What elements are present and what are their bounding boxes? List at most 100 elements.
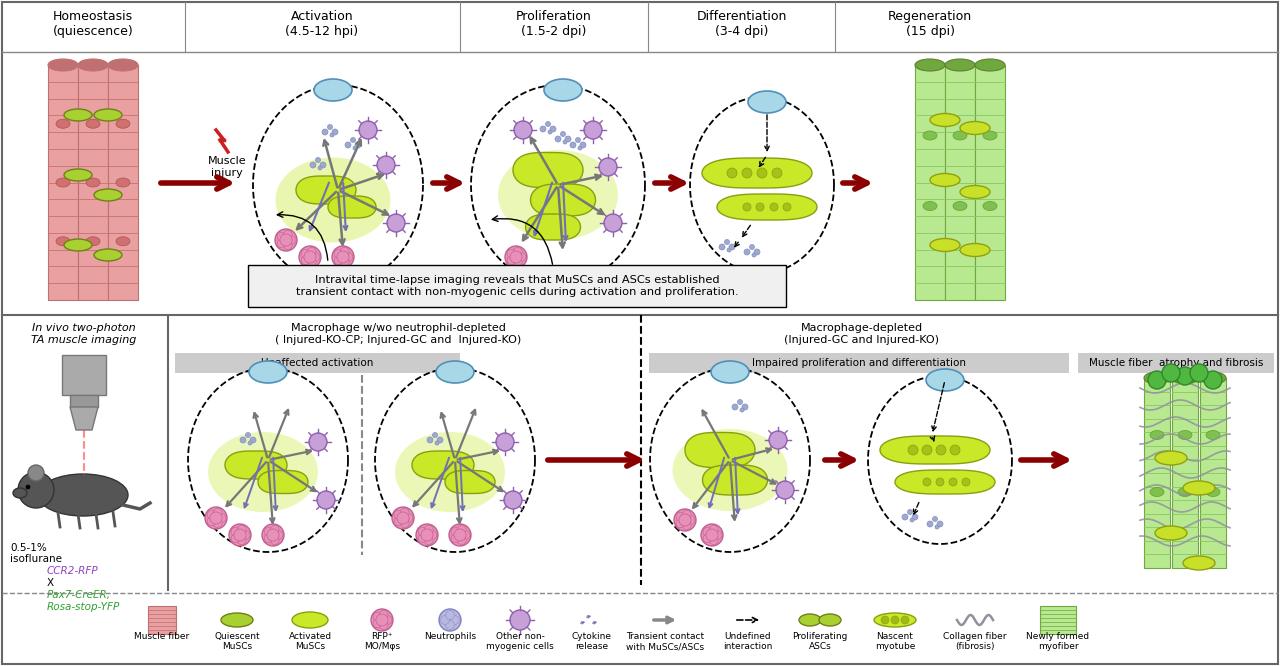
Text: Nascent
myotube: Nascent myotube [874, 632, 915, 651]
Circle shape [709, 536, 718, 545]
Bar [915, 65, 945, 300]
Ellipse shape [207, 432, 317, 512]
Bar [1144, 378, 1170, 568]
Text: Muscle fiber  atrophy and fibrosis: Muscle fiber atrophy and fibrosis [1089, 358, 1263, 368]
Circle shape [308, 433, 326, 451]
Circle shape [950, 445, 960, 455]
Ellipse shape [221, 613, 253, 627]
Circle shape [783, 203, 791, 211]
Ellipse shape [945, 59, 975, 71]
Polygon shape [225, 451, 287, 479]
Circle shape [401, 508, 410, 517]
Text: Differentiation
(3-4 dpi): Differentiation (3-4 dpi) [696, 10, 787, 38]
Ellipse shape [78, 59, 108, 71]
Circle shape [457, 536, 466, 545]
Polygon shape [513, 153, 582, 188]
Circle shape [218, 513, 225, 522]
Circle shape [346, 142, 351, 148]
Circle shape [730, 244, 735, 250]
Circle shape [771, 203, 778, 211]
Ellipse shape [983, 131, 997, 140]
Circle shape [307, 247, 316, 256]
Ellipse shape [64, 169, 92, 181]
Circle shape [732, 404, 739, 410]
Circle shape [428, 437, 433, 443]
Circle shape [584, 121, 602, 139]
Text: X: X [47, 578, 54, 588]
Polygon shape [296, 176, 356, 204]
Circle shape [334, 249, 343, 258]
Circle shape [564, 136, 571, 142]
Ellipse shape [116, 119, 131, 129]
Circle shape [451, 534, 460, 543]
Circle shape [317, 491, 335, 509]
Ellipse shape [64, 109, 92, 121]
Circle shape [604, 214, 622, 232]
Circle shape [301, 249, 310, 258]
Circle shape [724, 240, 730, 244]
Polygon shape [328, 196, 376, 218]
Polygon shape [526, 214, 581, 240]
Ellipse shape [108, 59, 138, 71]
Circle shape [300, 246, 321, 268]
Circle shape [241, 437, 246, 443]
Ellipse shape [954, 131, 966, 140]
Circle shape [451, 615, 460, 625]
Circle shape [936, 445, 946, 455]
Ellipse shape [960, 186, 989, 198]
Circle shape [332, 246, 355, 268]
Ellipse shape [819, 614, 841, 626]
Text: Activated
MuSCs: Activated MuSCs [288, 632, 332, 651]
Bar [108, 65, 138, 300]
Circle shape [727, 168, 737, 178]
Circle shape [262, 524, 284, 546]
Circle shape [419, 527, 428, 536]
Circle shape [709, 525, 718, 534]
Circle shape [355, 142, 361, 148]
Circle shape [676, 512, 685, 521]
Circle shape [237, 525, 246, 534]
Circle shape [703, 534, 712, 543]
Circle shape [923, 478, 931, 486]
Circle shape [439, 609, 461, 631]
Polygon shape [881, 436, 989, 464]
Ellipse shape [960, 244, 989, 256]
Circle shape [513, 258, 522, 266]
Ellipse shape [64, 239, 92, 251]
Circle shape [26, 485, 29, 489]
Ellipse shape [1172, 372, 1198, 384]
Circle shape [379, 610, 388, 619]
Ellipse shape [38, 474, 128, 516]
Text: Other non-
myogenic cells: Other non- myogenic cells [486, 632, 554, 651]
Circle shape [248, 441, 252, 445]
Circle shape [358, 121, 378, 139]
Ellipse shape [56, 178, 70, 187]
Circle shape [433, 432, 438, 438]
Circle shape [556, 136, 561, 142]
Circle shape [449, 524, 471, 546]
Circle shape [330, 133, 334, 137]
Circle shape [307, 258, 316, 266]
Circle shape [1176, 367, 1194, 385]
Circle shape [264, 527, 273, 536]
Ellipse shape [1149, 430, 1164, 440]
Ellipse shape [923, 202, 937, 210]
Circle shape [278, 239, 285, 248]
Ellipse shape [954, 202, 966, 210]
Circle shape [445, 621, 454, 629]
Ellipse shape [49, 59, 78, 71]
Circle shape [908, 445, 918, 455]
Circle shape [891, 616, 899, 624]
Ellipse shape [915, 59, 945, 71]
Circle shape [440, 615, 449, 625]
Ellipse shape [1206, 430, 1220, 440]
Ellipse shape [13, 488, 27, 498]
Ellipse shape [544, 79, 582, 101]
Bar [1078, 353, 1274, 373]
Text: Pax7-CreER,: Pax7-CreER, [47, 590, 111, 600]
Ellipse shape [436, 361, 474, 383]
Circle shape [268, 529, 279, 541]
Circle shape [737, 400, 742, 404]
Circle shape [311, 252, 320, 261]
Bar [1039, 606, 1076, 634]
